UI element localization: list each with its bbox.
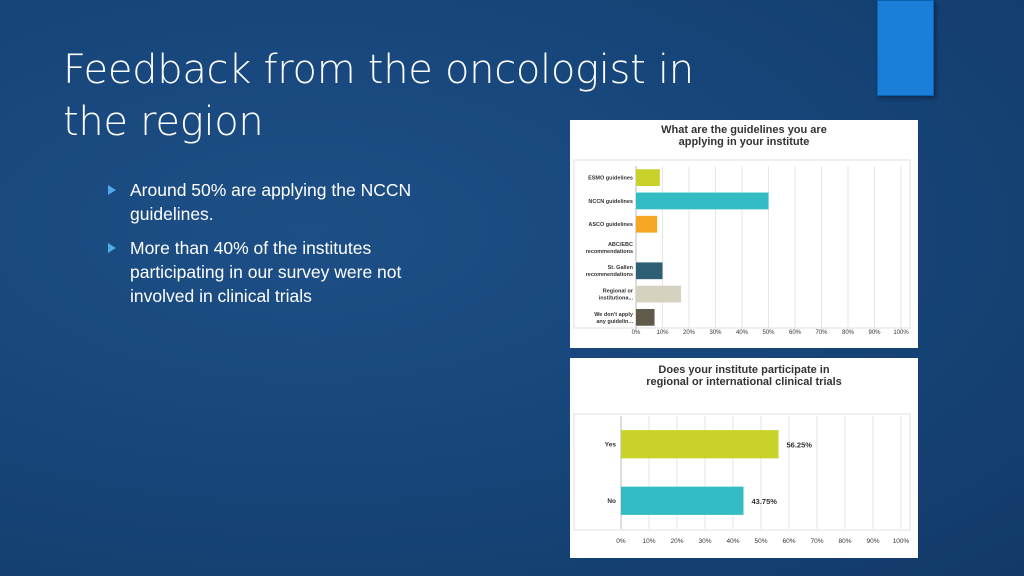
bar bbox=[621, 430, 779, 459]
bar bbox=[621, 486, 744, 515]
x-tick-label: 60% bbox=[789, 330, 802, 336]
x-tick-label: 40% bbox=[736, 330, 749, 336]
clinical-trials-chart: Does your institute participate in regio… bbox=[570, 358, 918, 558]
category-label: Yes bbox=[605, 442, 617, 449]
bullet-list: Around 50% are applying the NCCN guideli… bbox=[106, 178, 436, 318]
x-tick-label: 0% bbox=[632, 330, 641, 336]
bullet-text: More than 40% of the institutes particip… bbox=[130, 238, 402, 306]
data-label: 56.25% bbox=[787, 440, 813, 449]
x-tick-label: 10% bbox=[656, 330, 669, 336]
category-label: No bbox=[607, 498, 616, 505]
x-tick-label: 100% bbox=[893, 330, 909, 336]
accent-tab bbox=[877, 0, 934, 96]
x-tick-label: 90% bbox=[868, 330, 881, 336]
bar bbox=[636, 262, 663, 280]
bar bbox=[636, 192, 769, 210]
x-tick-label: 30% bbox=[709, 330, 722, 336]
x-tick-label: 10% bbox=[642, 538, 655, 545]
guidelines-chart: What are the guidelines you are applying… bbox=[570, 120, 918, 348]
x-tick-label: 50% bbox=[754, 538, 767, 545]
x-tick-label: 70% bbox=[815, 330, 828, 336]
category-label: NCCN guidelines bbox=[588, 199, 633, 205]
bullet-arrow-icon bbox=[108, 243, 116, 253]
x-tick-label: 90% bbox=[866, 538, 879, 545]
chart-title-line: regional or international clinical trial… bbox=[646, 376, 842, 388]
category-label: We don't apply bbox=[594, 312, 634, 318]
slide-title-line-1: Feedback from the oncologist in bbox=[63, 47, 694, 93]
category-label: ESMO guidelines bbox=[588, 176, 633, 182]
category-label: Regional or bbox=[603, 288, 634, 294]
bar bbox=[636, 285, 682, 303]
bullet-arrow-icon bbox=[108, 185, 116, 195]
x-tick-label: 80% bbox=[838, 538, 851, 545]
bar bbox=[636, 308, 655, 326]
chart-title-line: applying in your institute bbox=[678, 136, 810, 148]
data-label: 43.75% bbox=[752, 497, 778, 506]
chart-title: What are the guidelines you are applying… bbox=[570, 124, 918, 148]
slide-title: Feedback from the oncologist in the regi… bbox=[63, 44, 823, 148]
category-label: ASCO guidelines bbox=[588, 222, 633, 228]
category-label: recommendations bbox=[586, 249, 633, 255]
x-tick-label: 70% bbox=[810, 538, 823, 545]
chart-title: Does your institute participate in regio… bbox=[570, 364, 918, 388]
x-tick-label: 40% bbox=[726, 538, 739, 545]
x-tick-label: 0% bbox=[616, 538, 626, 545]
guidelines-plot: 0% 10% 20% 30% 40% 50% 60% 70% 80% 90% 100% ESMO gu… bbox=[573, 159, 911, 336]
x-tick-label: 50% bbox=[762, 330, 775, 336]
category-label: ABC/EBC bbox=[608, 242, 633, 248]
bar bbox=[636, 215, 658, 233]
x-tick-label: 60% bbox=[782, 538, 795, 545]
bullet-item: More than 40% of the institutes particip… bbox=[106, 236, 436, 308]
x-tick-label: 20% bbox=[683, 330, 696, 336]
category-label: institutiona... bbox=[599, 295, 634, 301]
category-label: any guidelin... bbox=[596, 319, 633, 325]
x-tick-label: 20% bbox=[670, 538, 683, 545]
category-label: St. Gallen bbox=[608, 265, 634, 271]
plot-frame bbox=[573, 413, 911, 531]
bullet-text: Around 50% are applying the NCCN guideli… bbox=[130, 180, 412, 224]
bar bbox=[636, 169, 660, 187]
slide-title-line-2: the region bbox=[63, 99, 264, 145]
chart-title-line: What are the guidelines you are bbox=[661, 124, 827, 136]
bullet-item: Around 50% are applying the NCCN guideli… bbox=[106, 178, 436, 226]
category-label: recommendations bbox=[586, 272, 633, 278]
x-tick-label: 30% bbox=[698, 538, 711, 545]
chart-title-line: Does your institute participate in bbox=[658, 364, 830, 376]
x-tick-label: 80% bbox=[842, 330, 855, 336]
x-tick-label: 100% bbox=[893, 538, 910, 545]
clinical-trials-plot: 0% 10% 20% 30% 40% 50% 60% 70% 80% 90% 100% Yes 56.2… bbox=[573, 413, 911, 545]
